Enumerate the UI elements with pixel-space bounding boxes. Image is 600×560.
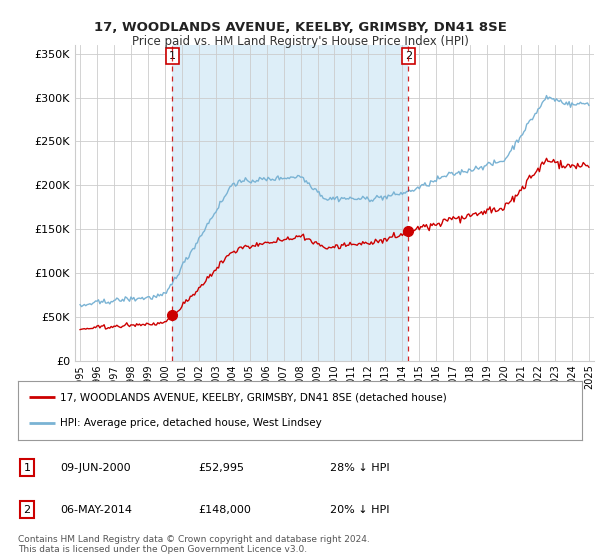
Text: 17, WOODLANDS AVENUE, KEELBY, GRIMSBY, DN41 8SE (detached house): 17, WOODLANDS AVENUE, KEELBY, GRIMSBY, D…: [60, 392, 447, 402]
Text: £148,000: £148,000: [198, 505, 251, 515]
Text: 1: 1: [23, 463, 31, 473]
Text: 28% ↓ HPI: 28% ↓ HPI: [330, 463, 389, 473]
Text: 20% ↓ HPI: 20% ↓ HPI: [330, 505, 389, 515]
Text: 1: 1: [169, 51, 176, 61]
Text: 06-MAY-2014: 06-MAY-2014: [60, 505, 132, 515]
Bar: [172, 45, 408, 361]
Text: 17, WOODLANDS AVENUE, KEELBY, GRIMSBY, DN41 8SE: 17, WOODLANDS AVENUE, KEELBY, GRIMSBY, D…: [94, 21, 506, 34]
Text: £52,995: £52,995: [198, 463, 244, 473]
Text: 09-JUN-2000: 09-JUN-2000: [60, 463, 131, 473]
Text: Contains HM Land Registry data © Crown copyright and database right 2024.
This d: Contains HM Land Registry data © Crown c…: [18, 535, 370, 554]
Text: 2: 2: [405, 51, 412, 61]
Text: HPI: Average price, detached house, West Lindsey: HPI: Average price, detached house, West…: [60, 418, 322, 428]
Text: 2: 2: [23, 505, 31, 515]
Text: Price paid vs. HM Land Registry's House Price Index (HPI): Price paid vs. HM Land Registry's House …: [131, 35, 469, 48]
